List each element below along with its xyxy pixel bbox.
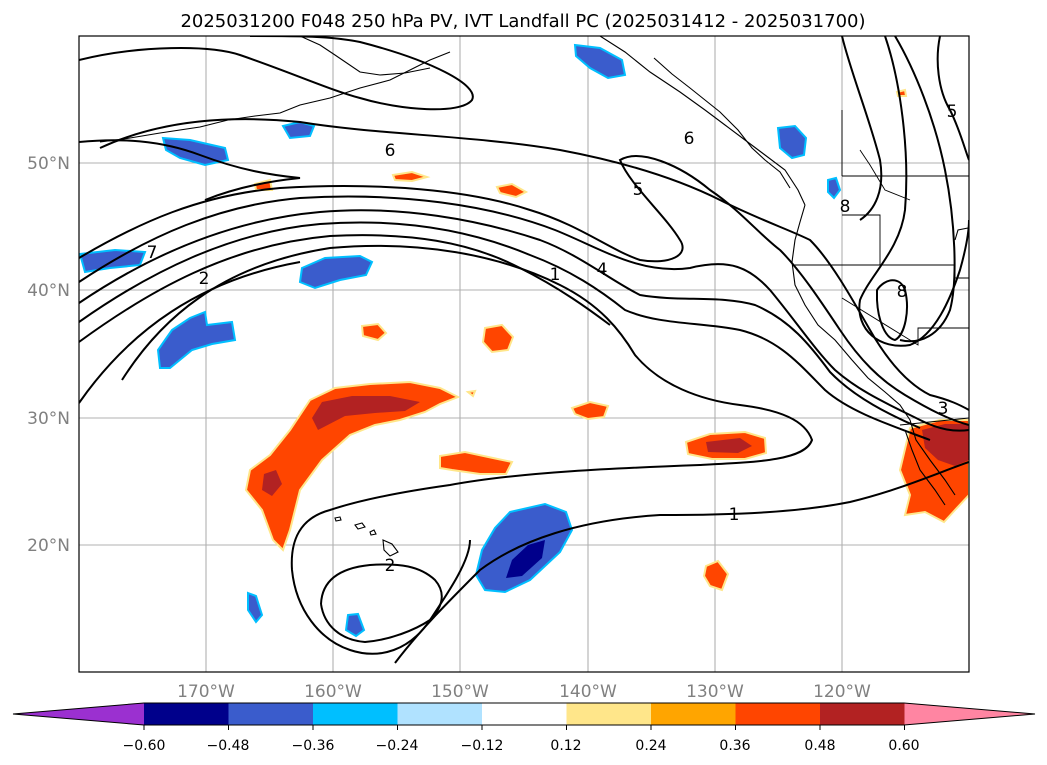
colorbar-tick-label: 0.48 — [804, 738, 835, 754]
map-frame — [78, 35, 970, 673]
pv-positive-core — [706, 438, 752, 453]
ivt-contours — [79, 36, 969, 664]
colorbar-swatch — [13, 703, 144, 725]
colorbar-tick-label: 0.24 — [635, 738, 666, 754]
coastlines — [99, 36, 969, 557]
colorbar-swatch — [904, 703, 1035, 725]
contour-label: 2 — [199, 269, 210, 289]
lat-label: 40°N — [27, 281, 70, 301]
colorbar: −0.60 −0.48 −0.36 −0.24 −0.12 0.12 0.24 … — [12, 702, 1036, 754]
lon-label: 170°W — [177, 682, 235, 702]
pv-positive-core — [312, 396, 420, 430]
colorbar-swatch — [735, 703, 821, 725]
colorbar-tick-label: 0.60 — [888, 738, 919, 754]
latitude-labels: 50°N 40°N 30°N 20°N — [27, 154, 70, 556]
lon-label: 160°W — [304, 682, 362, 702]
colorbar-tick-label: −0.48 — [207, 738, 250, 754]
pv-positive-blob — [360, 322, 388, 342]
colorbar-tick-label: 0.12 — [550, 738, 581, 754]
pv-negative-blob — [474, 502, 574, 594]
colorbar-swatch — [651, 703, 736, 725]
colorbar-tick-label: −0.60 — [123, 738, 166, 754]
pv-positive-core — [262, 470, 282, 496]
pv-positive-blob — [465, 389, 477, 398]
colorbar-swatch — [482, 703, 567, 725]
figure-title: 2025031200 F048 250 hPa PV, IVT Landfall… — [180, 11, 865, 32]
pv-negative-blob — [776, 124, 808, 160]
colorbar-tick-label: −0.36 — [292, 738, 335, 754]
lon-label: 140°W — [559, 682, 617, 702]
contour-label: 8 — [897, 282, 908, 302]
pv-positive-core — [922, 424, 969, 466]
colorbar-tick-label: −0.24 — [376, 738, 419, 754]
colorbar-swatch — [397, 703, 483, 725]
pv-positive-blob — [481, 323, 515, 354]
pv-negative-blob — [573, 43, 627, 80]
contour-labels: 6 7 2 5 1 4 6 5 8 8 3 1 2 — [147, 102, 958, 576]
pv-negative-blob — [247, 591, 264, 624]
pv-positive-blob — [244, 380, 461, 552]
pv-negative-blob — [827, 176, 842, 200]
contour-label: 1 — [729, 505, 740, 525]
contour-label: 5 — [947, 102, 958, 122]
pv-negative-blob — [156, 310, 237, 369]
pv-negative-blob — [344, 612, 366, 638]
longitude-labels: 170°W 160°W 150°W 140°W 130°W 120°W — [177, 682, 871, 702]
colorbar-swatch — [144, 703, 229, 725]
pv-positive-blob — [570, 400, 610, 421]
lat-label: 50°N — [27, 154, 70, 174]
pv-positive-blob — [495, 182, 529, 199]
contour-label: 6 — [684, 129, 695, 149]
gridlines — [79, 36, 969, 672]
lat-label: 20°N — [27, 536, 70, 556]
pv-positive-blob — [702, 559, 730, 592]
colorbar-swatch — [566, 703, 652, 725]
pv-shading — [79, 43, 969, 638]
contour-label: 1 — [550, 265, 561, 285]
colorbar-tick-label: −0.12 — [461, 738, 504, 754]
lon-label: 150°W — [431, 682, 489, 702]
contour-label: 2 — [385, 556, 396, 576]
pv-negative-core — [506, 540, 545, 578]
pv-negative-blob — [298, 254, 374, 290]
contour-label: 6 — [385, 141, 396, 161]
colorbar-swatch — [228, 703, 314, 725]
map-panel: 6 7 2 5 1 4 6 5 8 8 3 1 2 — [79, 36, 969, 672]
pv-positive-blob — [439, 450, 514, 475]
colorbar-tick-label: 0.36 — [719, 738, 750, 754]
contour-label: 7 — [147, 243, 158, 263]
contour-label: 4 — [597, 260, 608, 280]
pv-positive-blob — [391, 170, 431, 183]
lon-label: 120°W — [813, 682, 871, 702]
lon-label: 130°W — [686, 682, 744, 702]
colorbar-swatch — [820, 703, 905, 725]
contour-label: 3 — [938, 399, 949, 419]
contour-label: 8 — [840, 197, 851, 217]
lat-label: 30°N — [27, 409, 70, 429]
colorbar-swatch — [313, 703, 398, 725]
contour-label: 5 — [633, 180, 644, 200]
